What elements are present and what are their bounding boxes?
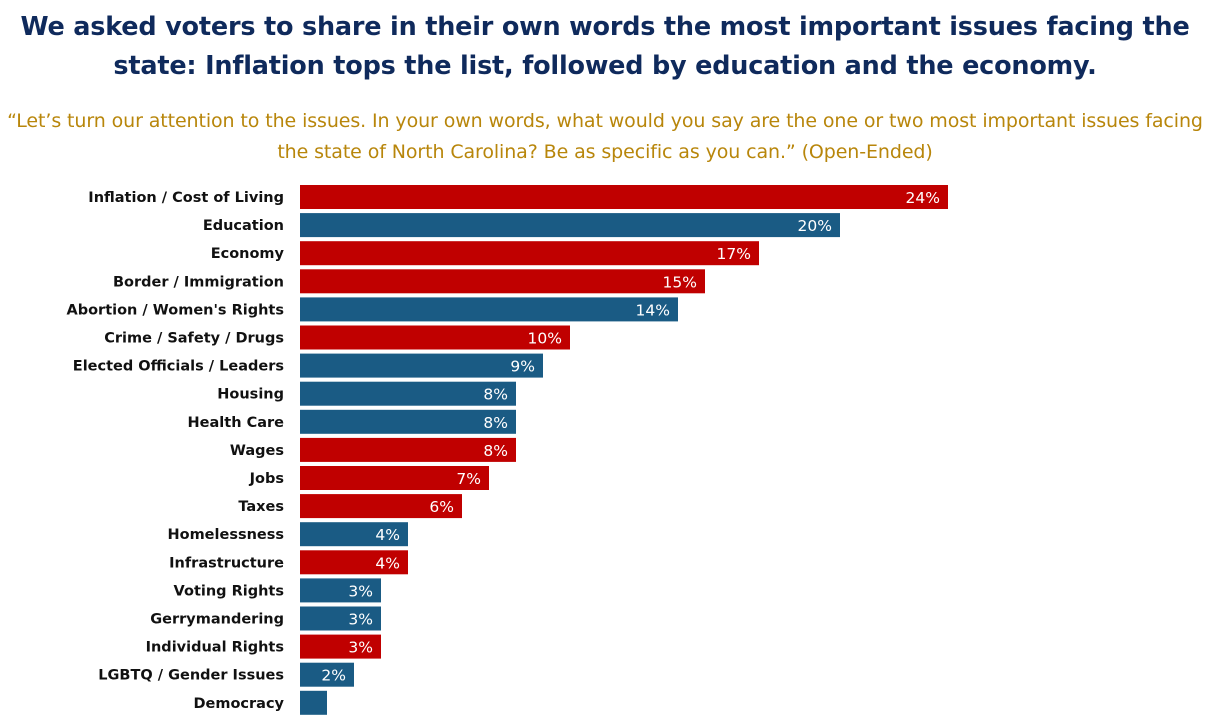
- bar: [300, 662, 354, 687]
- data-label: 14%: [636, 301, 670, 319]
- data-label: 20%: [798, 217, 832, 235]
- data-label: 3%: [348, 582, 373, 600]
- data-label: 4%: [375, 554, 400, 572]
- category-label: Democracy: [193, 696, 284, 712]
- category-label: Health Care: [188, 415, 285, 431]
- data-label: 9%: [510, 358, 535, 376]
- bar: [300, 494, 462, 519]
- data-label: 3%: [348, 611, 373, 629]
- bar: [300, 353, 543, 378]
- category-label: Homelessness: [167, 527, 284, 543]
- category-label: Education: [203, 218, 284, 234]
- bar: [300, 381, 516, 406]
- bar: [300, 185, 948, 209]
- bar: [300, 409, 516, 434]
- category-label: Taxes: [238, 499, 284, 515]
- bar: [300, 606, 381, 631]
- bar: [300, 578, 381, 603]
- data-label: 6%: [429, 498, 454, 516]
- bar: [300, 522, 408, 547]
- data-label: 3%: [348, 639, 373, 657]
- bar-chart: Inflation / Cost of Living 24% Education 20…: [66, 185, 948, 715]
- bar: [300, 550, 408, 575]
- category-label: Wages: [230, 443, 284, 459]
- bar: [300, 437, 516, 462]
- category-label: LGBTQ / Gender Issues: [98, 668, 284, 684]
- category-label: Gerrymandering: [150, 612, 284, 628]
- category-label: Border / Immigration: [113, 274, 284, 290]
- bar: [300, 690, 327, 715]
- category-label: Elected Officials / Leaders: [73, 359, 284, 375]
- category-label: Jobs: [249, 471, 284, 487]
- bar: [300, 297, 678, 322]
- data-label: 7%: [456, 470, 481, 488]
- bar: [300, 213, 840, 238]
- category-label: Abortion / Women's Rights: [66, 302, 284, 318]
- data-label: 15%: [663, 273, 697, 291]
- category-label: Economy: [211, 246, 285, 262]
- data-label: 8%: [483, 442, 508, 460]
- chart-title: We asked voters to share in their own wo…: [20, 12, 1190, 81]
- bar: [300, 466, 489, 490]
- category-label: Infrastructure: [169, 555, 284, 571]
- category-label: Individual Rights: [146, 640, 284, 656]
- category-label: Inflation / Cost of Living: [88, 190, 284, 206]
- category-label: Voting Rights: [174, 583, 284, 599]
- data-label: 4%: [375, 526, 400, 544]
- data-label: 17%: [717, 245, 751, 263]
- bar: [300, 269, 705, 294]
- data-label: 24%: [906, 189, 940, 207]
- bar: [300, 634, 381, 659]
- data-label: 8%: [483, 386, 508, 404]
- category-label: Housing: [217, 387, 284, 403]
- bar: [300, 325, 570, 350]
- data-label: 10%: [528, 330, 562, 348]
- chart-subtitle: “Let’s turn our attention to the issues.…: [7, 110, 1203, 163]
- bar: [300, 241, 759, 266]
- data-label: 8%: [483, 414, 508, 432]
- category-label: Crime / Safety / Drugs: [104, 331, 284, 347]
- data-label: 2%: [321, 667, 346, 685]
